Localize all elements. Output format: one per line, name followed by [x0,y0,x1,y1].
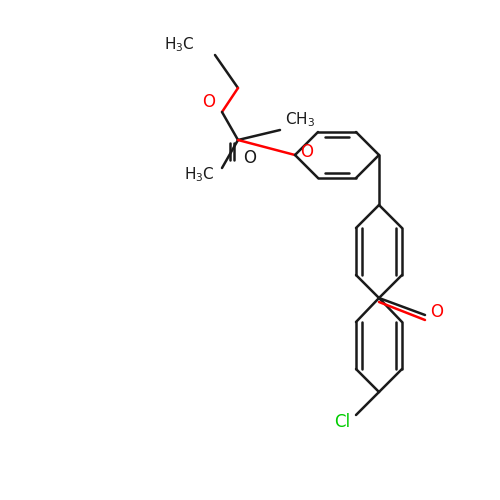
Text: O: O [300,143,313,161]
Text: O: O [243,149,256,167]
Text: O: O [202,93,215,111]
Text: H$_3$C: H$_3$C [164,36,195,54]
Text: O: O [430,303,443,321]
Text: CH$_3$: CH$_3$ [285,110,315,130]
Text: H$_3$C: H$_3$C [184,166,215,184]
Text: Cl: Cl [334,413,350,431]
